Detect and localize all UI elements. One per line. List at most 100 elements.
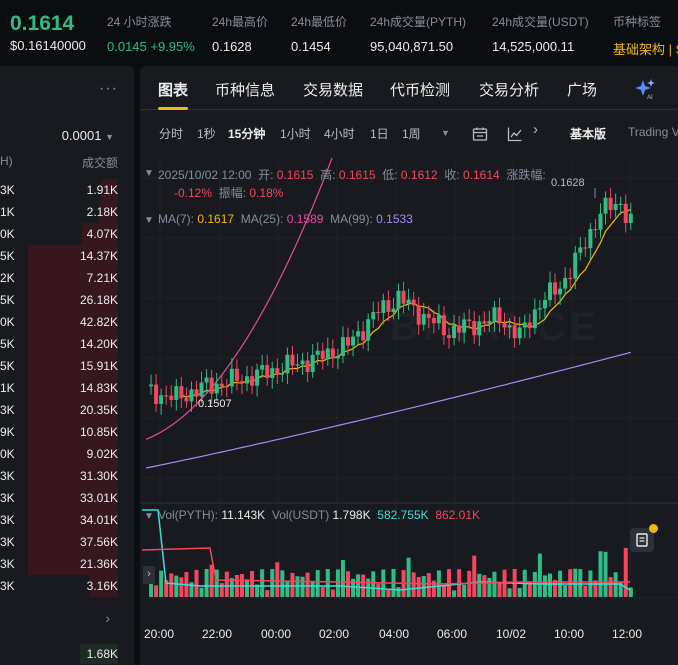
volume-bar (245, 579, 249, 597)
volume-bar (568, 569, 573, 597)
candle-body (623, 203, 628, 223)
depth-bar (28, 443, 118, 465)
depth-bar (28, 245, 118, 267)
candle-body (401, 290, 406, 304)
ma99-value: 0.1533 (376, 212, 413, 226)
stat-24h-high: 24h最高价 0.1628 (212, 13, 268, 54)
row-turnover: 37.56K (79, 535, 118, 549)
candle-body (447, 335, 451, 339)
order-book-row[interactable]: 0K 42.82K (0, 311, 118, 333)
order-book-row[interactable]: 3K 33.01K (0, 487, 118, 509)
calendar-icon[interactable] (472, 126, 488, 142)
tab-trading-data[interactable]: 交易数据 (303, 82, 364, 99)
candle-body (174, 386, 179, 400)
depth-bar (28, 531, 118, 553)
volume-ma-lines (141, 509, 631, 591)
ai-sparkle-icon[interactable]: AI (634, 78, 656, 100)
stat-value[interactable]: 基础架构 | S (613, 42, 678, 57)
precision-select[interactable]: 0.0001 ▼ (62, 128, 114, 143)
notes-button[interactable] (630, 528, 654, 552)
volume-bar (209, 564, 214, 597)
ticker-bar: 0.1614 $0.16140000 24 小时涨跌 0.0145 +9.95%… (0, 0, 678, 62)
more-dots-icon[interactable]: ··· (99, 80, 118, 97)
chevron-right-icon[interactable]: › (533, 121, 538, 138)
order-book-row[interactable]: 3K 37.56K (0, 531, 118, 553)
chevron-right-icon[interactable]: › (105, 610, 110, 626)
order-book-row[interactable]: 2K 7.21K (0, 267, 118, 289)
volume-bar (492, 571, 497, 597)
chart-area[interactable]: BINANCE 20:00 22:00 00:00 02:00 04:00 06:00 10… (140, 158, 678, 665)
volume-bar (290, 572, 295, 597)
order-book-row[interactable]: 9K 10.85K (0, 421, 118, 443)
order-book-row[interactable]: 5K 14.37K (0, 245, 118, 267)
order-book-row[interactable]: 5K 14.20K (0, 333, 118, 355)
candle-body (603, 197, 608, 214)
candle-body (376, 311, 381, 314)
row-turnover: 7.21K (86, 271, 118, 285)
candle-body (325, 348, 330, 360)
volume-bar (300, 576, 305, 597)
order-book-row[interactable]: 3K 1.91K (0, 179, 118, 201)
depth-bar (28, 333, 118, 355)
candle-body (219, 383, 224, 387)
order-book-row[interactable]: 5K 15.91K (0, 355, 118, 377)
row-amount: 1K (0, 381, 15, 395)
interval-dropdown-icon[interactable]: ▼ (441, 128, 450, 138)
interval-1w[interactable]: 1周 (402, 127, 421, 141)
order-book-row[interactable]: 5K 26.18K (0, 289, 118, 311)
row-amount: 3K (0, 403, 15, 417)
order-book-row[interactable]: 0K 9.02K (0, 443, 118, 465)
candle-body (280, 373, 285, 375)
expand-panel-icon[interactable]: › (143, 566, 155, 584)
order-book-row[interactable]: 3K 31.30K (0, 465, 118, 487)
volume-bar (285, 580, 290, 597)
candle-body (391, 308, 396, 312)
collapse-volume-icon[interactable]: ▼ (144, 511, 154, 522)
tab-coin-info[interactable]: 币种信息 (215, 82, 276, 99)
candle-body (234, 368, 239, 382)
candle-body (209, 377, 214, 394)
interval-time[interactable]: 分时 (159, 127, 184, 141)
order-book-row[interactable]: 3K 21.36K (0, 553, 118, 575)
volume-bar (265, 590, 270, 597)
chart-mode-basic[interactable]: 基本版 (570, 127, 607, 141)
stat-24h-change: 24 小时涨跌 0.0145 +9.95% (107, 13, 195, 54)
volume-bar (315, 570, 320, 597)
order-book-row[interactable]: 3K 20.35K (0, 399, 118, 421)
order-book-row[interactable]: 1K 2.18K (0, 201, 118, 223)
ohlc-low-label: 低: (382, 168, 398, 182)
volume-bar (431, 580, 436, 597)
chart-tabs: 图表 币种信息 交易数据 代币检测 交易分析 广场 AI (140, 66, 678, 110)
volume-bar (325, 569, 330, 597)
tab-token-check[interactable]: 代币检测 (390, 82, 451, 99)
order-book-row[interactable]: 3K 3.16K (0, 575, 118, 597)
tab-trade-analysis[interactable]: 交易分析 (479, 82, 540, 99)
tab-chart[interactable]: 图表 (158, 82, 189, 99)
candle-body (406, 299, 411, 304)
order-book-row[interactable]: 1K 14.83K (0, 377, 118, 399)
interval-1d[interactable]: 1日 (370, 127, 389, 141)
chart-mode-tradingview[interactable]: Trading V (628, 125, 678, 139)
volume-bar (608, 577, 613, 597)
volume-bar (578, 569, 583, 597)
interval-15m[interactable]: 15分钟 (228, 127, 266, 141)
depth-bar (28, 509, 118, 531)
row-amount: 2K (0, 271, 15, 285)
candle-body (548, 282, 552, 301)
volume-bar (179, 577, 184, 597)
indicator-icon[interactable] (507, 126, 523, 142)
order-book-row[interactable]: 3K 34.01K (0, 509, 118, 531)
row-turnover: 33.01K (79, 491, 118, 505)
candlestick-chart[interactable]: BINANCE 20:00 22:00 00:00 02:00 04:00 06:00 10… (140, 158, 678, 665)
candle-body (290, 354, 295, 366)
candle-body (593, 229, 598, 231)
order-book-row[interactable]: 0K 4.07K (0, 223, 118, 245)
interval-1s[interactable]: 1秒 (197, 127, 216, 141)
collapse-ma-icon[interactable]: ▼ (144, 215, 154, 226)
tab-square[interactable]: 广场 (567, 82, 598, 99)
stat-coin-tags[interactable]: 币种标签 基础架构 | S (613, 13, 678, 58)
interval-1h[interactable]: 1小时 (280, 127, 311, 141)
collapse-ohlc-icon[interactable]: ▼ (144, 168, 154, 179)
interval-4h[interactable]: 4小时 (324, 127, 355, 141)
volume-bar (371, 571, 376, 597)
